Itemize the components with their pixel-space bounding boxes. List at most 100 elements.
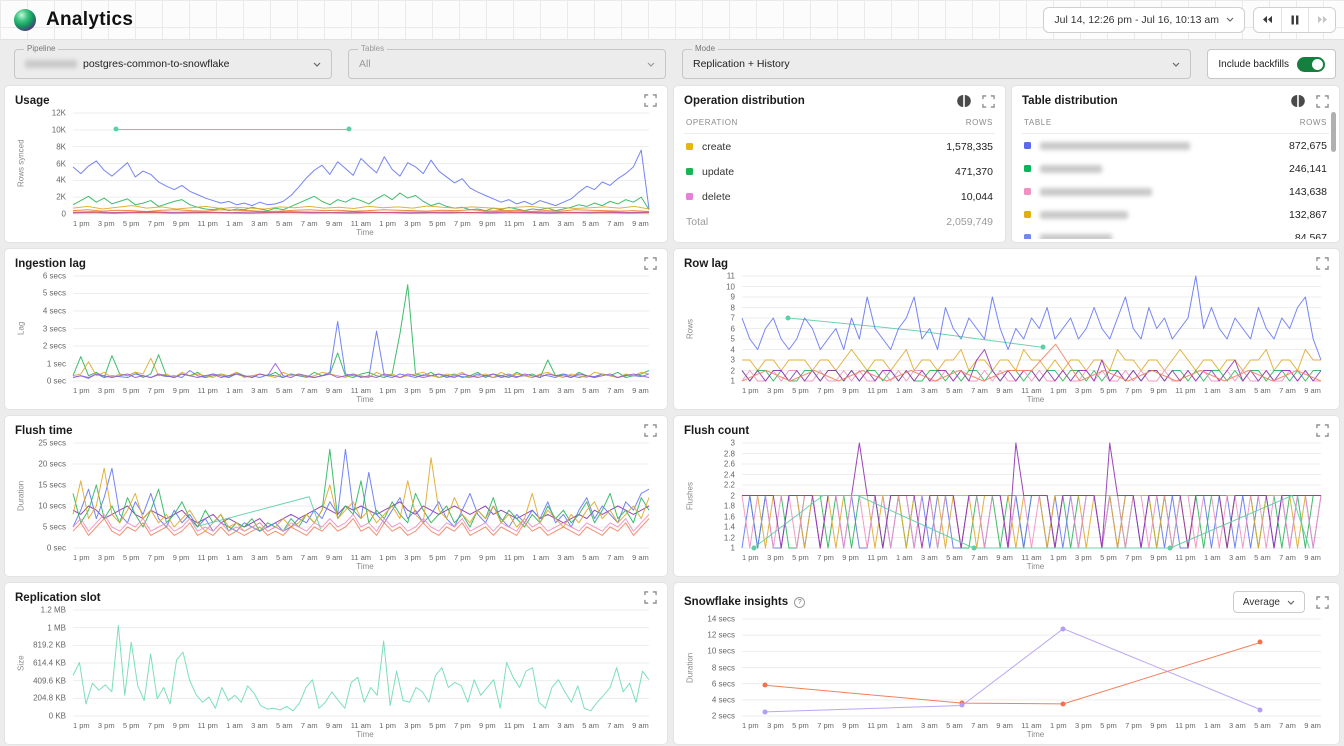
flush-count-panel: Flush count Flushes 32.82.62.42.221.81.6… (673, 415, 1340, 577)
rows-value: 1,578,335 (946, 141, 993, 153)
table-distribution-panel: Table distribution TABLE ROWS 872,675246… (1011, 85, 1340, 243)
dashboard-row-2: Ingestion lag Lag 6 secs5 secs4 secs3 se… (4, 248, 1340, 410)
x-tick-label: 11 pm (504, 219, 524, 228)
x-tick-label: 5 am (582, 386, 599, 395)
x-tick-label: 5 am (582, 721, 599, 730)
x-tick-label: 3 pm (1075, 721, 1092, 730)
y-tick-label: 0 sec (47, 544, 66, 553)
expand-icon[interactable] (644, 591, 657, 604)
column-header: OPERATION (686, 118, 738, 127)
pipeline-label: Pipeline (24, 44, 58, 53)
x-tick-label: 3 pm (1075, 553, 1092, 562)
rewind-button[interactable] (1254, 8, 1281, 32)
x-tick-label: 9 am (632, 721, 649, 730)
chevron-down-icon (1172, 62, 1180, 67)
x-tick-label: 11 pm (198, 721, 218, 730)
x-tick-label: 5 am (946, 553, 963, 562)
total-label: Total (686, 216, 708, 228)
expand-icon[interactable] (644, 424, 657, 437)
x-tick-label: 7 am (301, 721, 318, 730)
y-axis-title: Flushes (684, 443, 696, 548)
top-bar: Analytics Jul 14, 12:26 pm - Jul 16, 10:… (0, 0, 1344, 40)
x-tick-label: 3 am (251, 553, 268, 562)
series-line-backfill (788, 318, 1043, 347)
x-tick-label: 9 pm (1150, 553, 1167, 562)
y-tick-label: 4 secs (712, 695, 735, 704)
include-backfills-toggle[interactable] (1297, 57, 1325, 72)
panel-header: Table distribution (1022, 94, 1329, 108)
x-tick-label: 3 am (251, 386, 268, 395)
x-tick-label: 1 am (896, 553, 913, 562)
pie-chart-toggle-icon[interactable] (957, 94, 971, 108)
x-tick-label: 1 am (226, 553, 243, 562)
column-header: ROWS (966, 118, 993, 127)
y-tick-label: 409.6 KB (33, 676, 66, 685)
y-tick-label: 2 secs (712, 712, 735, 721)
series-line-backfill (200, 497, 321, 529)
x-tick-label: 1 am (532, 553, 549, 562)
x-tick-label: 11 am (1021, 721, 1041, 730)
dashboard: Usage Rows synced 12K10K8K6K4K2K0 1 pm3 … (0, 85, 1344, 745)
y-axis: 1110987654321 (696, 276, 742, 381)
expand-icon[interactable] (1316, 596, 1329, 609)
x-tick-label: 5 pm (123, 721, 140, 730)
x-tick-label: 5 am (1254, 721, 1271, 730)
x-tick-label: 9 am (632, 386, 649, 395)
fast-forward-button[interactable] (1308, 8, 1335, 32)
x-tick-label: 1 pm (73, 721, 90, 730)
expand-icon[interactable] (1316, 257, 1329, 270)
pie-chart-toggle-icon[interactable] (1291, 94, 1305, 108)
series-line-table-orange (73, 210, 649, 212)
x-tick-label: 9 pm (1150, 386, 1167, 395)
x-tick-label: 7 am (301, 553, 318, 562)
y-tick-label: 5 secs (43, 289, 66, 298)
x-axis-title: Time (742, 395, 1329, 406)
x-tick-label: 11 pm (1175, 386, 1195, 395)
x-tick-label: 3 pm (98, 386, 115, 395)
table-row: 132,867 (1022, 203, 1329, 226)
pipeline-select[interactable]: Pipeline postgres-common-to-snowflake (14, 49, 332, 79)
tables-value: All (359, 58, 371, 70)
date-range-picker[interactable]: Jul 14, 12:26 pm - Jul 16, 10:13 am (1043, 7, 1245, 33)
x-tick-label: 1 pm (73, 386, 90, 395)
help-icon[interactable]: ? (794, 597, 805, 608)
x-tick-label: 1 am (532, 721, 549, 730)
pause-button[interactable] (1281, 8, 1308, 32)
x-axis-title: Time (742, 562, 1329, 573)
x-tick-label: 9 pm (173, 721, 190, 730)
x-tick-label: 9 pm (479, 386, 496, 395)
panel-header: Replication slot (15, 591, 657, 604)
x-axis: 1 pm3 pm5 pm7 pm9 pm11 pm1 am3 am5 am7 a… (73, 214, 649, 228)
y-axis: 6 secs5 secs4 secs3 secs2 secs1 sec0 sec (27, 276, 73, 381)
x-tick-label: 7 am (971, 553, 988, 562)
x-tick-label: 5 pm (792, 386, 809, 395)
mode-select[interactable]: Mode Replication + History (682, 49, 1191, 79)
y-tick-label: 14 secs (707, 615, 735, 624)
x-tick-label: 9 am (326, 386, 343, 395)
x-tick-label: 5 am (946, 721, 963, 730)
replication-slot-panel: Replication slot Size 1.2 MB1 MB819.2 KB… (4, 582, 668, 745)
plot-area (73, 276, 649, 381)
x-tick-label: 11 am (351, 721, 371, 730)
table-row: 872,675 (1022, 134, 1329, 157)
series-color-swatch (686, 143, 693, 150)
y-tick-label: 0 sec (47, 377, 66, 386)
page-title: Analytics (46, 9, 133, 31)
x-tick-label: 9 am (1304, 386, 1321, 395)
aggregation-select[interactable]: Average (1233, 591, 1305, 613)
x-tick-label: 3 pm (98, 721, 115, 730)
expand-icon[interactable] (1316, 95, 1329, 108)
panel-title: Usage (15, 95, 50, 107)
series-color-swatch (686, 168, 693, 175)
plot-area (73, 443, 649, 548)
x-tick-label: 5 pm (429, 219, 446, 228)
tables-select[interactable]: Tables All (348, 49, 666, 79)
expand-icon[interactable] (1316, 424, 1329, 437)
scrollbar-thumb[interactable] (1331, 112, 1336, 152)
expand-icon[interactable] (982, 95, 995, 108)
dashboard-row-4: Replication slot Size 1.2 MB1 MB819.2 KB… (4, 582, 1340, 745)
expand-icon[interactable] (644, 257, 657, 270)
expand-icon[interactable] (644, 94, 657, 107)
x-tick-label: 3 pm (404, 721, 421, 730)
operation-label: create (702, 141, 731, 153)
